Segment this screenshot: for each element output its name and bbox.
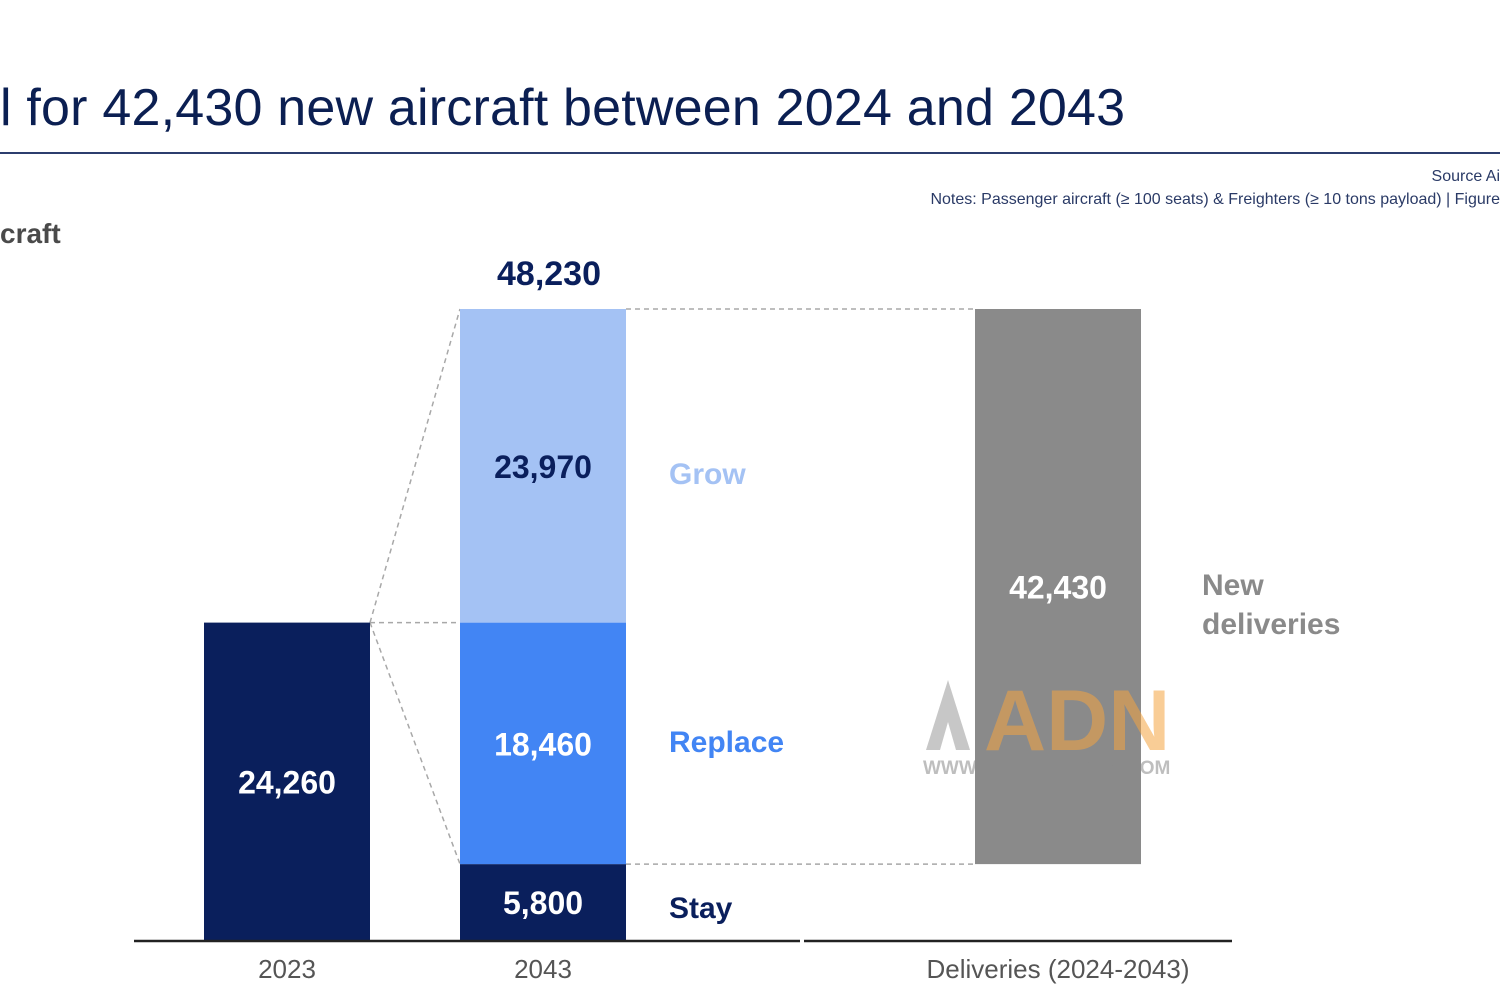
chart-title: l for 42,430 new aircraft between 2024 a… [0,79,1126,137]
source-note: Source Ai [1431,168,1500,185]
total-2043-label: 48,230 [497,255,601,293]
x-tick-label: 2023 [258,954,316,984]
series-label-deliveries: deliveries [1202,608,1340,641]
title-divider [0,152,1500,154]
series-label-new: New [1202,569,1264,602]
svg-text:WWW.AIRDATANEWS.COM: WWW.AIRDATANEWS.COM [923,758,1170,779]
series-label-stay: Stay [669,892,733,925]
series-label-replace: Replace [669,726,784,759]
bar-grow [460,309,626,623]
data-label-stay: 5,800 [503,885,583,921]
bar-deliveries [975,309,1141,865]
connector-line-to-total [369,308,461,623]
notes-text: Notes: Passenger aircraft (≥ 100 seats) … [930,191,1500,208]
unit-label: craft [0,218,61,249]
data-label-grow: 23,970 [494,449,592,485]
series-label-grow: Grow [669,458,746,491]
bar-stay [460,864,626,940]
data-label-fleet_2023: 24,260 [238,764,336,800]
bar-replace [460,622,626,865]
watermark-logo: ADN WWW.AIRDATANEWS.COM [923,673,1170,779]
connector-line-to-stay [369,622,461,865]
x-tick-label: Deliveries (2024-2043) [926,954,1189,984]
data-label-replace: 18,460 [494,726,592,762]
bar-fleet_2023 [204,622,370,940]
data-label-deliveries: 42,430 [1009,570,1107,606]
svg-text:ADN: ADN [984,673,1170,769]
x-tick-label: 2043 [514,954,572,984]
